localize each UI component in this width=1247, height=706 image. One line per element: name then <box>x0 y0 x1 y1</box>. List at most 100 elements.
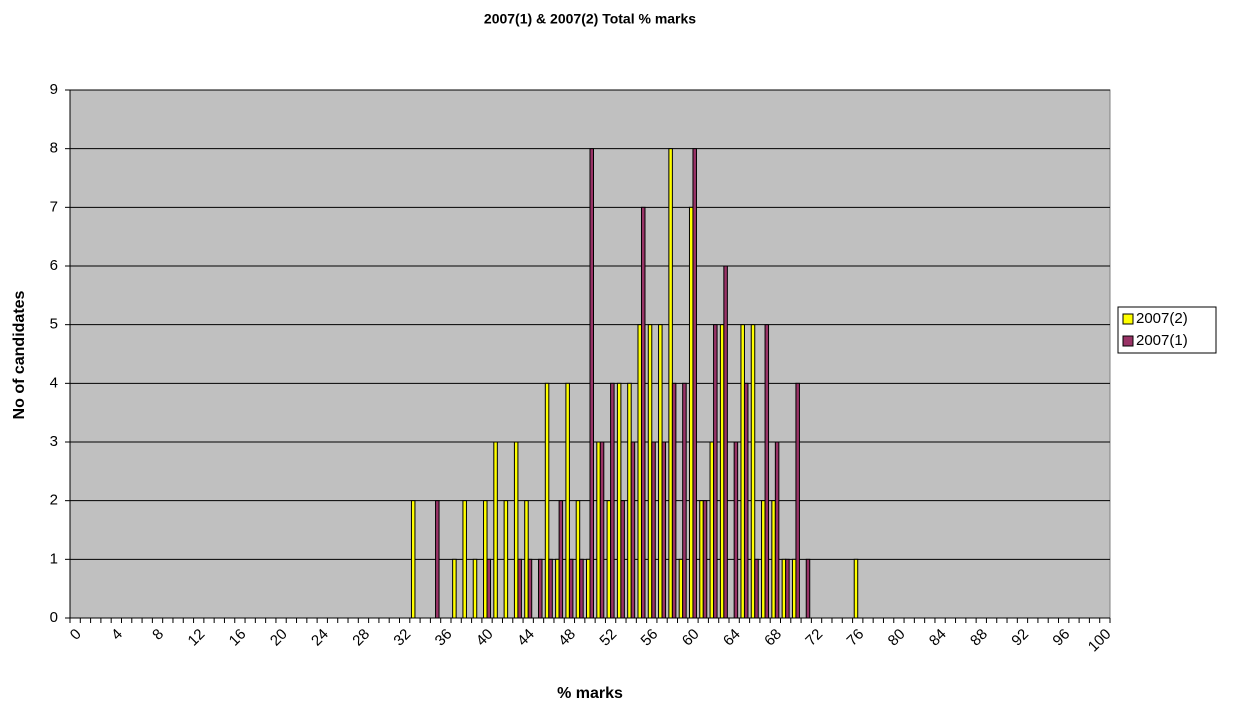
bar <box>627 382 632 619</box>
bar <box>774 441 780 619</box>
bar <box>630 441 636 619</box>
x-tick-label: 8 <box>149 626 167 644</box>
bar <box>606 500 612 619</box>
legend-label: 2007(1) <box>1136 332 1188 349</box>
bar <box>658 324 663 619</box>
bar <box>781 558 787 619</box>
bar <box>647 324 653 619</box>
bar <box>544 382 550 619</box>
y-tick-label: 6 <box>50 257 58 274</box>
x-axis-label: % marks <box>557 685 623 702</box>
bar <box>764 324 770 619</box>
bar <box>740 324 745 619</box>
x-tick-label: 84 <box>926 626 950 650</box>
y-axis-label: No of candidates <box>11 290 28 419</box>
bar <box>719 324 725 619</box>
bar <box>620 500 625 619</box>
bar <box>599 441 605 619</box>
x-tick-label: 48 <box>555 626 579 650</box>
bar <box>754 558 759 619</box>
x-tick-label: 20 <box>267 626 291 650</box>
legend-label: 2007(2) <box>1136 310 1188 327</box>
bar <box>538 558 543 619</box>
bar <box>486 558 492 619</box>
x-tick-label: 96 <box>1049 626 1073 650</box>
bar <box>435 500 440 619</box>
bar <box>586 558 591 619</box>
bar <box>503 500 509 619</box>
x-tick-label: 24 <box>308 626 332 650</box>
bar <box>733 441 739 619</box>
bar <box>610 382 615 619</box>
y-tick-label: 3 <box>50 433 58 450</box>
legend-swatch <box>1122 335 1134 347</box>
bar <box>524 500 529 619</box>
bar <box>452 558 457 619</box>
x-tick-label: 56 <box>638 626 662 650</box>
x-tick-label: 80 <box>885 626 909 650</box>
bar <box>743 382 749 619</box>
bar <box>795 382 800 619</box>
bar <box>589 148 594 619</box>
x-tick-label: 100 <box>1085 626 1115 656</box>
x-tick-label: 16 <box>226 626 250 650</box>
bar <box>723 265 728 619</box>
x-tick-label: 28 <box>349 626 373 650</box>
x-tick-label: 12 <box>185 626 209 650</box>
x-tick-label: 40 <box>473 626 497 650</box>
x-tick-label: 76 <box>844 626 868 650</box>
bar <box>579 558 584 619</box>
bar <box>692 148 697 619</box>
x-tick-label: 88 <box>967 626 991 650</box>
bar <box>671 382 677 619</box>
bar <box>517 558 522 619</box>
y-tick-label: 2 <box>50 492 58 509</box>
bar <box>493 441 498 619</box>
x-tick-label: 36 <box>432 626 456 650</box>
bar <box>462 500 467 619</box>
bar <box>761 500 766 619</box>
bar <box>688 206 694 619</box>
bar <box>483 500 488 619</box>
bar <box>805 558 811 619</box>
y-tick-label: 8 <box>50 140 58 157</box>
x-tick-label: 44 <box>514 626 538 650</box>
bar <box>410 500 416 619</box>
bar <box>661 441 667 619</box>
bar <box>785 558 790 619</box>
x-tick-label: 52 <box>596 626 620 650</box>
bar <box>771 500 776 619</box>
bar <box>699 500 704 619</box>
bar <box>702 500 708 619</box>
y-tick-label: 9 <box>50 81 58 98</box>
legend-box <box>1117 306 1217 354</box>
bar <box>651 441 656 619</box>
x-tick-label: 64 <box>720 626 744 650</box>
bar <box>596 441 601 619</box>
x-tick-label: 32 <box>390 626 414 650</box>
bar <box>713 324 718 619</box>
bar <box>791 558 797 619</box>
bar <box>853 558 859 619</box>
bar <box>548 558 553 619</box>
bar <box>616 382 622 619</box>
bar <box>668 148 673 619</box>
x-tick-label: 72 <box>802 626 826 650</box>
bar <box>640 206 646 619</box>
y-tick-label: 7 <box>50 198 58 215</box>
bar <box>709 441 715 619</box>
bar <box>565 382 570 619</box>
y-tick-label: 4 <box>50 374 58 391</box>
bar <box>472 558 478 619</box>
x-tick-label: 92 <box>1008 626 1032 650</box>
bar <box>558 500 564 619</box>
x-tick-label: 0 <box>67 626 85 644</box>
bar <box>682 382 687 619</box>
bar <box>555 558 560 619</box>
bar <box>575 500 581 619</box>
bar <box>637 324 642 619</box>
x-tick-label: 60 <box>679 626 703 650</box>
bar <box>527 558 533 619</box>
bar <box>513 441 519 619</box>
